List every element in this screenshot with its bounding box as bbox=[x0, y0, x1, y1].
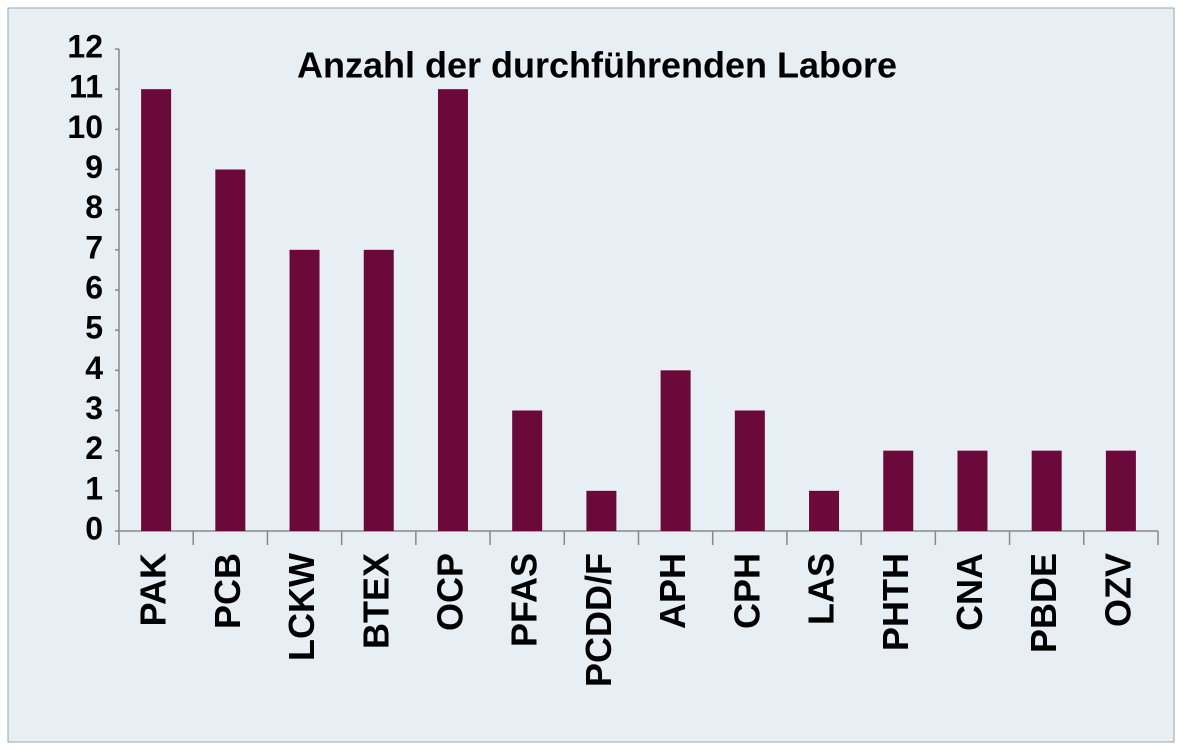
x-tick-label: PAK bbox=[133, 553, 174, 626]
bar bbox=[809, 490, 840, 531]
y-tick-label: 5 bbox=[85, 310, 103, 346]
y-tick-label: 3 bbox=[85, 390, 103, 426]
y-tick-label: 10 bbox=[67, 109, 103, 145]
chart-background bbox=[7, 7, 1175, 743]
bar bbox=[289, 249, 320, 532]
y-tick-label: 11 bbox=[69, 69, 103, 105]
bar bbox=[734, 410, 765, 531]
bar bbox=[141, 89, 172, 532]
x-tick-label: LCKW bbox=[281, 553, 322, 661]
y-tick-label: 6 bbox=[85, 269, 103, 305]
x-tick-label: CPH bbox=[726, 553, 767, 629]
bar bbox=[437, 89, 468, 532]
x-tick-label: OZV bbox=[1097, 553, 1138, 627]
y-tick-label: 7 bbox=[85, 229, 103, 265]
bar bbox=[512, 410, 543, 531]
bar bbox=[586, 490, 617, 531]
x-tick-label: PFAS bbox=[504, 553, 545, 647]
y-tick-label: 1 bbox=[85, 470, 103, 506]
x-tick-label: APH bbox=[652, 553, 693, 629]
y-tick-label: 12 bbox=[67, 28, 103, 64]
bar bbox=[363, 249, 394, 532]
x-tick-label: PCDD/F bbox=[578, 553, 619, 687]
x-tick-label: BTEX bbox=[355, 553, 396, 649]
chart-title: Anzahl der durchführenden Labore bbox=[297, 45, 897, 86]
y-tick-label: 2 bbox=[85, 430, 103, 466]
x-tick-label: OCP bbox=[429, 553, 470, 631]
y-tick-label: 9 bbox=[85, 149, 103, 185]
x-tick-label: PBDE bbox=[1023, 553, 1064, 653]
bar bbox=[1031, 450, 1062, 531]
x-tick-label: PHTH bbox=[875, 553, 916, 651]
x-tick-label: PCB bbox=[207, 553, 248, 629]
bar bbox=[660, 370, 691, 531]
y-tick-label: 0 bbox=[85, 510, 103, 546]
bar bbox=[1105, 450, 1136, 531]
bar bbox=[883, 450, 914, 531]
y-tick-label: 4 bbox=[85, 350, 103, 386]
x-tick-label: CNA bbox=[949, 553, 990, 631]
y-tick-label: 8 bbox=[85, 189, 103, 225]
x-tick-label: LAS bbox=[801, 553, 842, 625]
bar bbox=[215, 169, 246, 531]
bar bbox=[957, 450, 988, 531]
